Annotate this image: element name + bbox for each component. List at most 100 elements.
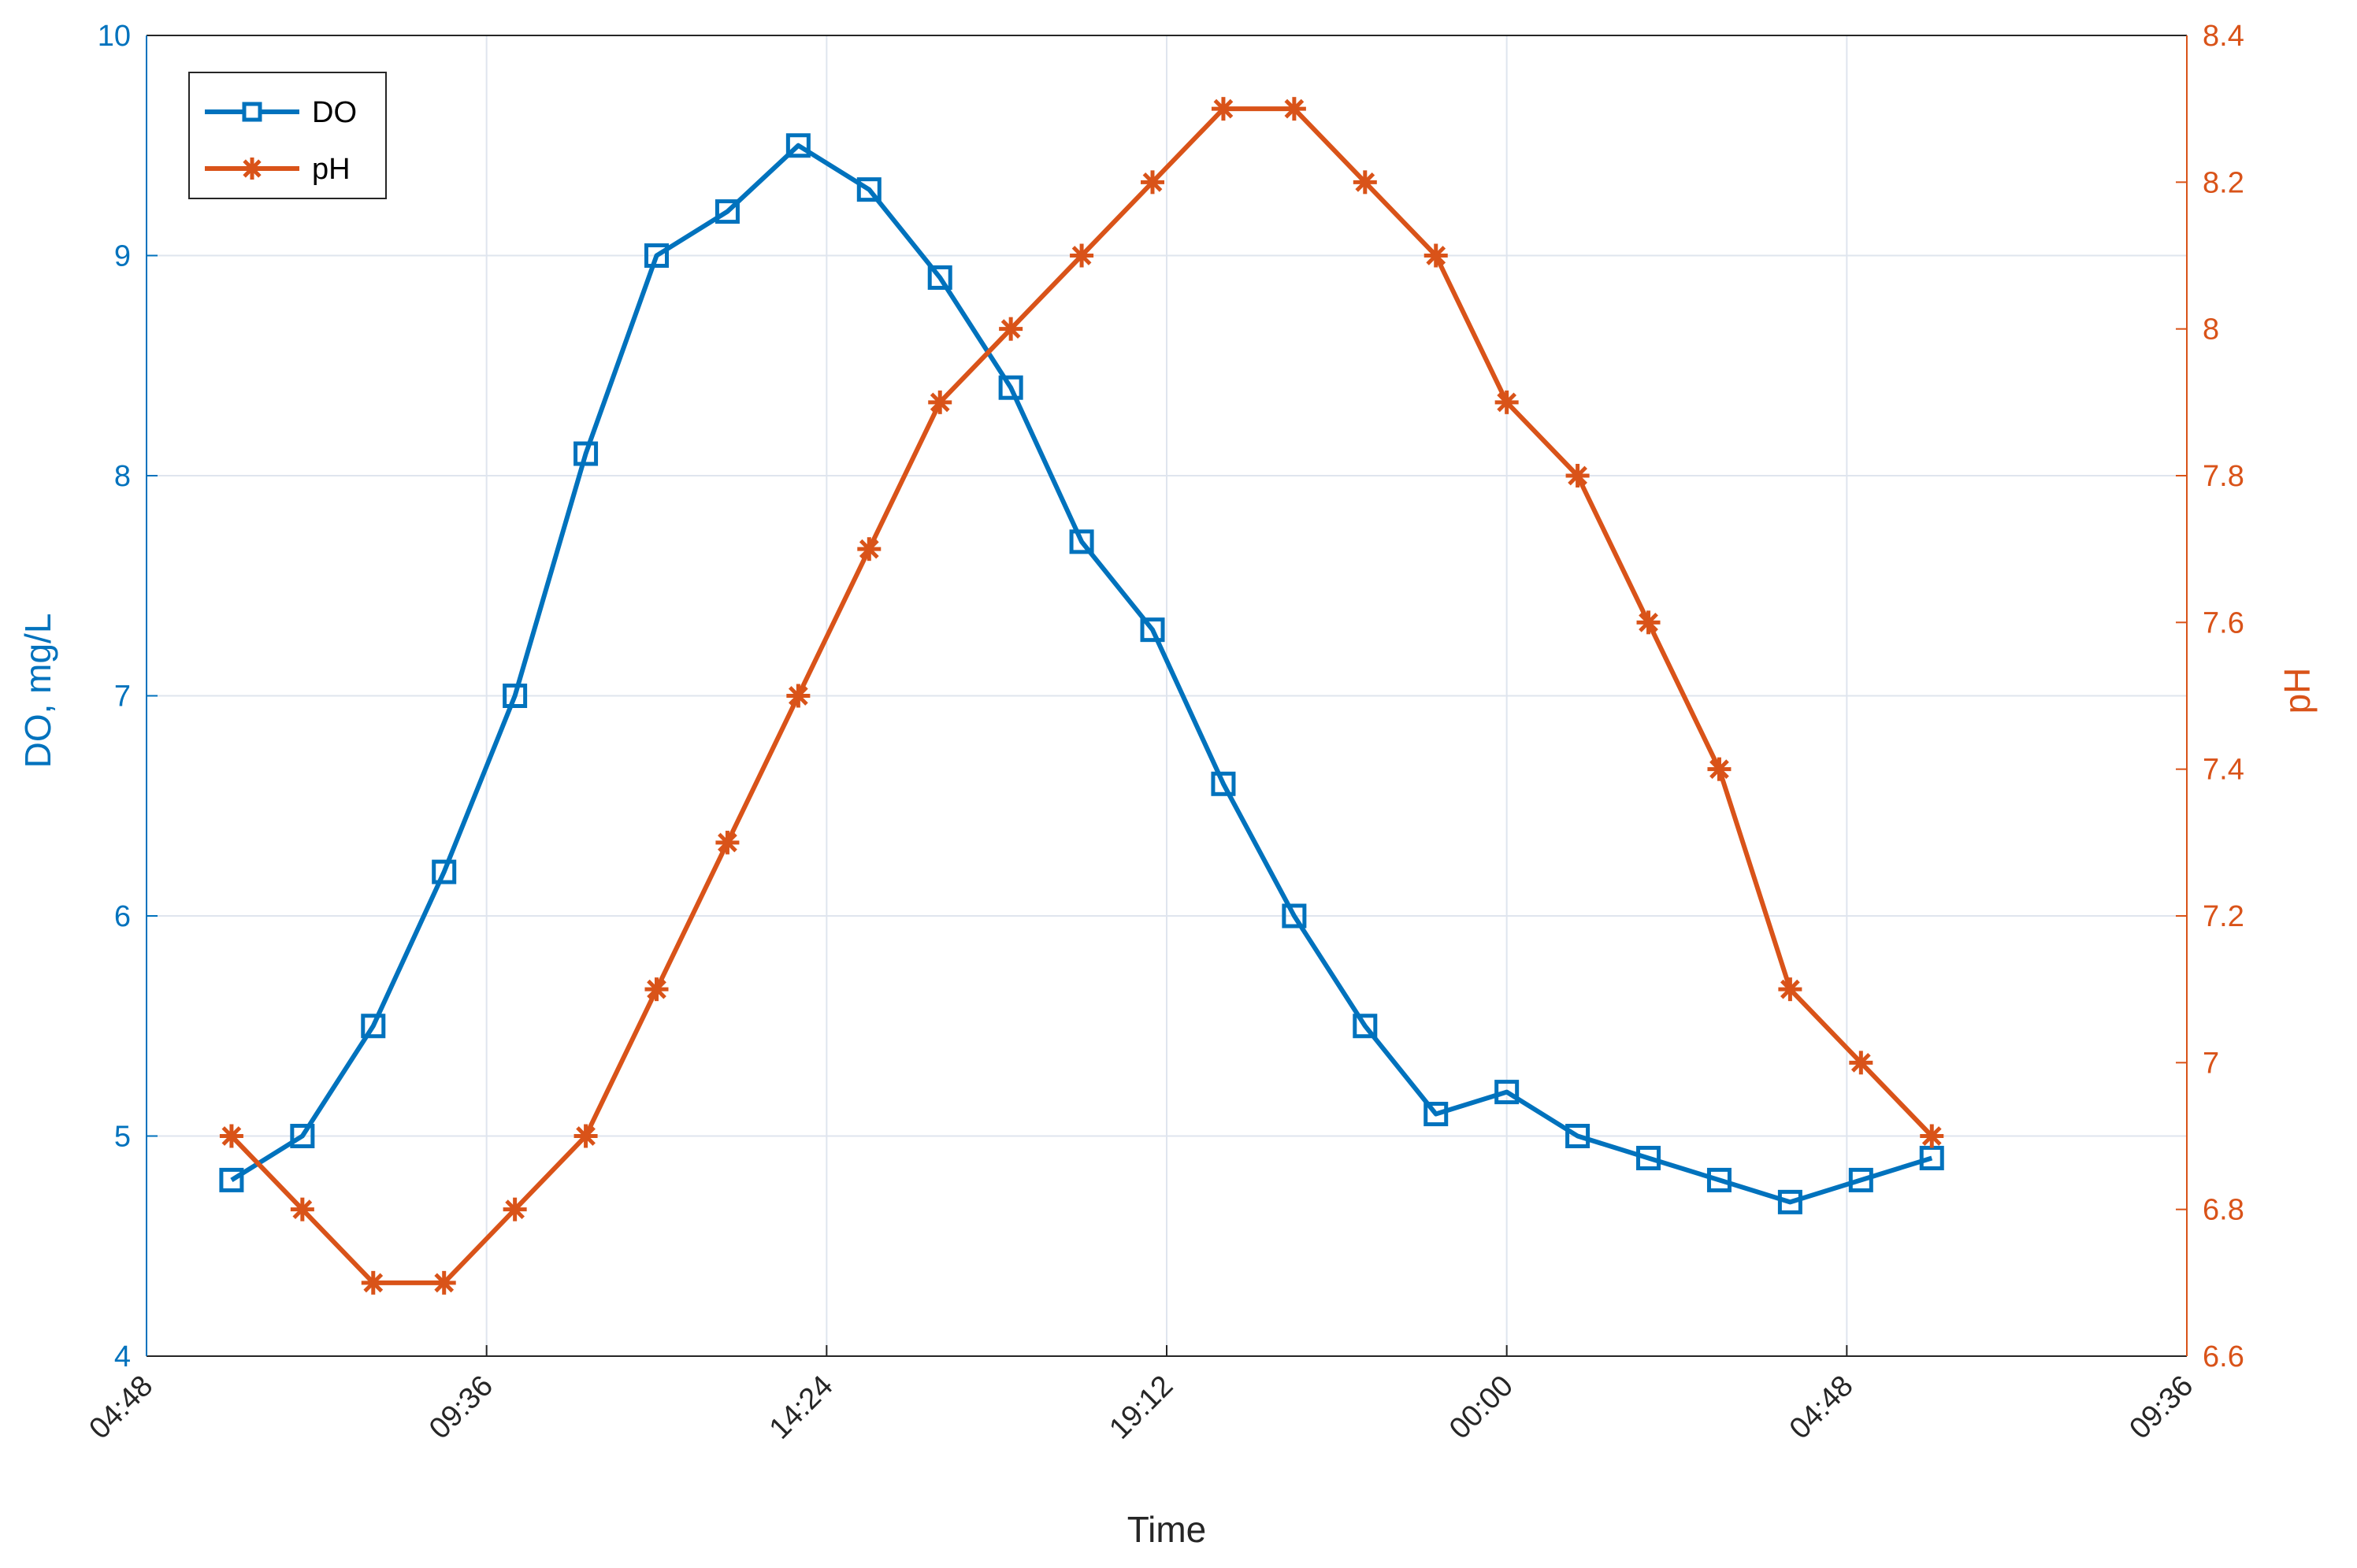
asterisk-stroke: [1071, 246, 1092, 265]
data-point-ph: [503, 1197, 527, 1221]
data-point-ph: [1211, 97, 1235, 121]
asterisk-stroke: [221, 1126, 242, 1146]
y-right-tick-label: 7.6: [2203, 606, 2244, 639]
series-line-do: [230, 143, 1933, 1205]
data-point-do: [361, 1014, 386, 1039]
data-point-do: [1140, 617, 1165, 643]
asterisk-stroke: [1639, 612, 1658, 632]
data-point-ph: [715, 830, 740, 854]
asterisk-stroke: [718, 832, 737, 853]
data-point-ph: [432, 1270, 456, 1295]
data-point-ph: [786, 684, 811, 708]
x-axis-label: Time: [1127, 1509, 1207, 1550]
data-point-ph: [1565, 464, 1590, 487]
data-point-ph: [1707, 757, 1732, 781]
x-tick-label: 00:00: [1443, 1370, 1520, 1446]
asterisk-stroke: [1000, 319, 1021, 339]
legend-label-do: DO: [312, 96, 357, 129]
x-tick-label: 09:36: [2123, 1370, 2199, 1446]
y-right-tick-label: 6.8: [2203, 1194, 2244, 1227]
legend-entry-ph: pH: [205, 153, 351, 186]
data-point-do: [1353, 1014, 1378, 1039]
data-point-do: [1848, 1167, 1873, 1192]
legend-marker-ph: [241, 158, 263, 180]
data-point-do: [1777, 1189, 1802, 1214]
legend-box: [188, 72, 387, 199]
data-point-do: [290, 1124, 315, 1148]
y-left-tick-label: 6: [114, 900, 131, 933]
data-point-ph: [1141, 170, 1165, 195]
legend-entry-do: DO: [205, 96, 357, 129]
legend: DO pH: [188, 72, 387, 199]
asterisk-stroke: [1426, 246, 1446, 265]
data-point-do: [927, 265, 952, 290]
data-point-ph: [928, 390, 952, 414]
data-point-do: [1706, 1167, 1732, 1192]
grid-lines: [147, 35, 2187, 1356]
asterisk-stroke: [1568, 465, 1587, 486]
data-point-ph: [573, 1124, 598, 1148]
legend-label-ph: pH: [312, 153, 351, 186]
y-right-tick-label: 7.4: [2203, 754, 2244, 787]
data-point-do: [219, 1167, 244, 1192]
asterisk-stroke: [647, 979, 666, 999]
data-point-do: [644, 243, 669, 268]
asterisk-stroke: [1355, 172, 1375, 192]
data-point-ph: [1070, 243, 1094, 268]
data-point-do: [856, 177, 882, 202]
data-point-ph: [644, 977, 669, 1002]
data-point-ph: [1423, 243, 1448, 268]
y-axis-right-label: pH: [2277, 668, 2318, 714]
data-point-ph: [219, 1124, 243, 1148]
data-point-do: [1494, 1080, 1520, 1105]
asterisk-stroke: [243, 159, 262, 178]
y-axis-left-label: DO, mg/L: [17, 613, 58, 769]
data-point-ph: [1920, 1124, 1944, 1148]
data-point-do: [715, 199, 740, 224]
data-point-ph: [1849, 1051, 1873, 1075]
x-tick-label: 14:24: [763, 1370, 840, 1446]
asterisk-stroke: [930, 392, 950, 413]
y-left-tick-label: 9: [114, 240, 131, 273]
data-point-do: [432, 859, 457, 884]
data-point-ph: [361, 1270, 385, 1295]
y-left-tick-label: 4: [114, 1340, 131, 1373]
asterisk-stroke: [1213, 98, 1234, 119]
y-left-tick-label: 5: [114, 1121, 131, 1154]
data-point-ph: [999, 317, 1023, 341]
y-right-tick-label: 8.4: [2203, 20, 2244, 53]
y-left-tick-label: 8: [114, 460, 131, 493]
x-tick-label: 04:48: [83, 1370, 159, 1446]
y-right-tick-label: 8.2: [2203, 166, 2244, 199]
data-point-ph: [1353, 170, 1377, 195]
data-point-do: [1282, 903, 1307, 929]
x-tick-label: 09:36: [423, 1370, 499, 1446]
data-point-do: [1423, 1102, 1449, 1127]
data-point-ph: [290, 1197, 314, 1221]
data-point-ph: [1282, 97, 1306, 121]
asterisk-stroke: [859, 539, 879, 559]
legend-asterisk-ph: [241, 158, 263, 180]
y-right-tick-label: 6.6: [2203, 1340, 2244, 1373]
y-left-tick-label: 7: [114, 680, 131, 714]
y-right-tick-label: 7.8: [2203, 460, 2244, 493]
asterisk-stroke: [292, 1199, 313, 1220]
asterisk-stroke: [1709, 759, 1729, 780]
asterisk-stroke: [1284, 98, 1305, 119]
asterisk-stroke: [1850, 1052, 1871, 1073]
asterisk-stroke: [434, 1273, 455, 1293]
asterisk-stroke: [505, 1199, 525, 1220]
legend-marker-do: [242, 102, 262, 122]
y-right-tick-label: 7: [2203, 1047, 2219, 1080]
data-point-do: [1069, 529, 1094, 554]
data-point-do: [573, 441, 599, 466]
data-point-ph: [857, 537, 882, 562]
tick-labels: 04:48 09:36 14:24 19:12 00:00 04:48 09:36 4 5 6 7 8…: [83, 20, 2244, 1446]
data-point-do: [1211, 771, 1236, 796]
axes: [146, 35, 2188, 1357]
y-left-tick-label: 10: [98, 20, 131, 53]
x-tick-label: 04:48: [1784, 1370, 1860, 1446]
y-right-tick-label: 8: [2203, 313, 2219, 347]
data-point-do: [1565, 1124, 1591, 1148]
